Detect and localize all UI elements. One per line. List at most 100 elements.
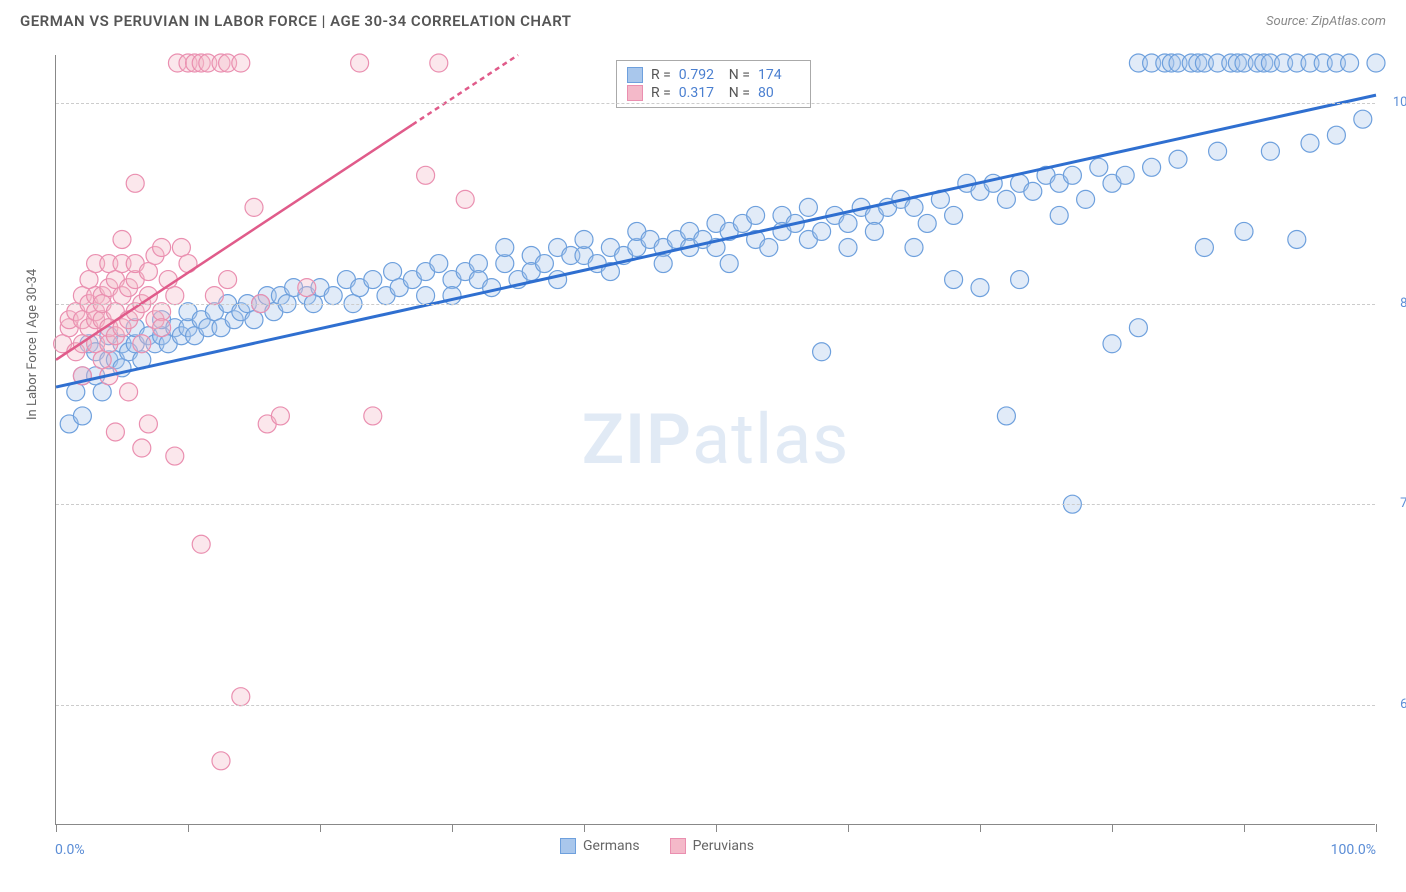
data-point xyxy=(153,239,171,257)
data-point xyxy=(166,447,184,465)
x-tick xyxy=(188,824,189,832)
data-point xyxy=(245,311,263,329)
data-point xyxy=(166,287,184,305)
data-point xyxy=(245,198,263,216)
data-point xyxy=(232,54,250,72)
n-value-germans: 174 xyxy=(758,67,800,83)
data-point xyxy=(1024,182,1042,200)
x-tick xyxy=(1112,824,1113,832)
x-tick xyxy=(452,824,453,832)
chart-plot-area: ZIPatlas R = 0.792 N = 174 R = 0.317 N =… xyxy=(55,55,1375,825)
data-point xyxy=(430,255,448,273)
data-point xyxy=(1077,190,1095,208)
data-point xyxy=(232,688,250,706)
data-point xyxy=(747,206,765,224)
data-point xyxy=(205,287,223,305)
data-point xyxy=(93,351,111,369)
data-point xyxy=(865,222,883,240)
x-tick xyxy=(716,824,717,832)
data-point xyxy=(93,383,111,401)
data-point xyxy=(905,198,923,216)
data-point xyxy=(417,166,435,184)
gridline xyxy=(56,103,1375,104)
data-point xyxy=(133,439,151,457)
data-point xyxy=(1143,158,1161,176)
correlation-stats-box: R = 0.792 N = 174 R = 0.317 N = 80 xyxy=(616,60,811,108)
x-tick xyxy=(584,824,585,832)
legend-item-germans: Germans xyxy=(560,838,640,854)
data-point xyxy=(298,279,316,297)
data-point xyxy=(430,54,448,72)
data-point xyxy=(654,255,672,273)
data-point xyxy=(1050,206,1068,224)
data-point xyxy=(384,263,402,281)
data-point xyxy=(1195,239,1213,257)
y-tick-label: 75.0% xyxy=(1380,496,1406,511)
data-point xyxy=(212,752,230,770)
data-point xyxy=(133,335,151,353)
data-point xyxy=(364,271,382,289)
x-tick xyxy=(1244,824,1245,832)
legend-label-peruvians: Peruvians xyxy=(693,838,754,854)
x-tick xyxy=(848,824,849,832)
x-tick xyxy=(56,824,57,832)
data-point xyxy=(153,303,171,321)
data-point xyxy=(1063,166,1081,184)
data-point xyxy=(575,230,593,248)
source-attribution: Source: ZipAtlas.com xyxy=(1266,14,1386,29)
swatch-germans xyxy=(627,67,643,83)
data-point xyxy=(839,214,857,232)
trend-line-dashed xyxy=(412,55,518,125)
data-point xyxy=(271,407,289,425)
gridline xyxy=(56,504,1375,505)
r-value-germans: 0.792 xyxy=(679,67,721,83)
swatch-peruvians xyxy=(627,85,643,101)
y-tick-label: 62.5% xyxy=(1380,697,1406,712)
data-point xyxy=(469,255,487,273)
data-point xyxy=(120,383,138,401)
data-point xyxy=(905,239,923,257)
data-point xyxy=(139,263,157,281)
data-point xyxy=(324,287,342,305)
gridline xyxy=(56,304,1375,305)
data-point xyxy=(945,206,963,224)
data-point xyxy=(351,54,369,72)
data-point xyxy=(1169,150,1187,168)
legend-swatch-germans xyxy=(560,838,576,854)
data-point xyxy=(496,255,514,273)
data-point xyxy=(126,174,144,192)
data-point xyxy=(113,230,131,248)
data-point xyxy=(997,407,1015,425)
data-point xyxy=(192,535,210,553)
x-axis-min-label: 0.0% xyxy=(55,842,85,858)
data-point xyxy=(535,255,553,273)
y-axis-label: In Labor Force | Age 30-34 xyxy=(25,269,40,420)
data-point xyxy=(1327,126,1345,144)
y-tick-label: 87.5% xyxy=(1380,296,1406,311)
r-value-peruvians: 0.317 xyxy=(679,85,721,101)
data-point xyxy=(1341,54,1359,72)
data-point xyxy=(720,255,738,273)
data-point xyxy=(1209,142,1227,160)
data-point xyxy=(1354,110,1372,128)
data-point xyxy=(1288,230,1306,248)
legend: Germans Peruvians xyxy=(560,838,754,854)
data-point xyxy=(813,222,831,240)
scatter-svg xyxy=(56,55,1375,824)
data-point xyxy=(1261,142,1279,160)
chart-title: GERMAN VS PERUVIAN IN LABOR FORCE | AGE … xyxy=(20,12,571,30)
data-point xyxy=(219,271,237,289)
data-point xyxy=(813,343,831,361)
data-point xyxy=(364,407,382,425)
data-point xyxy=(456,190,474,208)
data-point xyxy=(172,239,190,257)
data-point xyxy=(1129,319,1147,337)
data-point xyxy=(997,190,1015,208)
gridline xyxy=(56,705,1375,706)
legend-swatch-peruvians xyxy=(670,838,686,854)
x-tick xyxy=(320,824,321,832)
data-point xyxy=(106,423,124,441)
data-point xyxy=(839,239,857,257)
legend-item-peruvians: Peruvians xyxy=(670,838,754,854)
data-point xyxy=(1011,271,1029,289)
